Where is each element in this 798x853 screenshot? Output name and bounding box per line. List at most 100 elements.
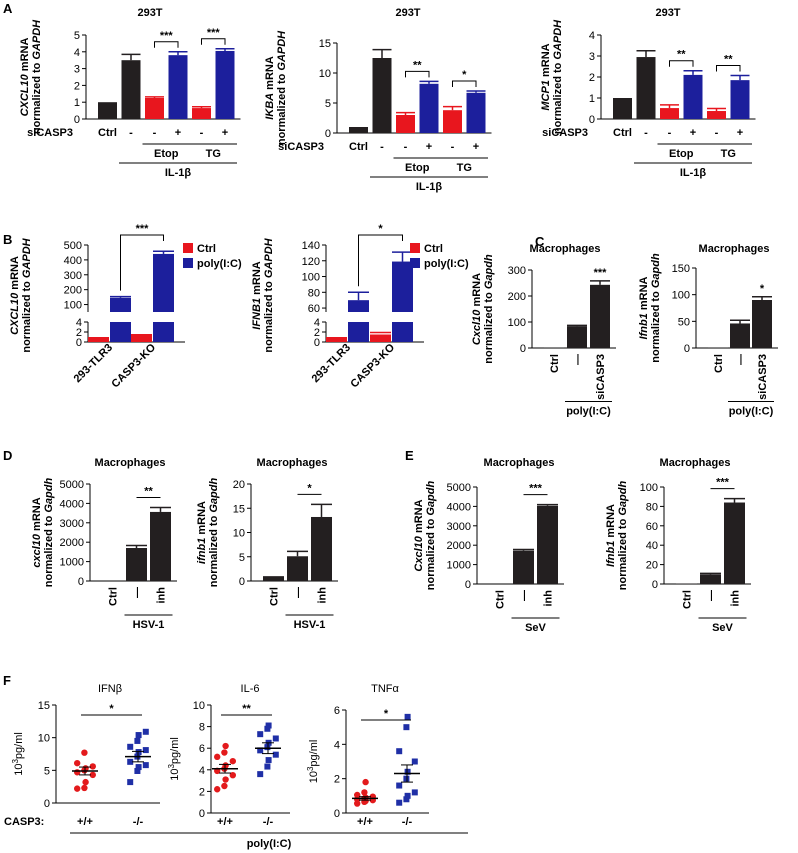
bar [349,127,368,133]
panel-e2: Macrophages 0 20 40 60 80 100 Ifnb1 mRNAnormali… [605,457,751,634]
data-point [257,771,264,778]
x-tick-label: — [132,587,144,598]
bar [168,55,188,119]
bar [311,516,332,581]
y-tick-label: 15 [38,700,50,712]
y-label-gene: MCP1 [540,80,552,111]
y-label-gene: cxcl10 [31,533,43,568]
y-label-rest: mRNA [9,256,21,293]
y-tick-label: 2 [589,72,595,84]
data-point [214,786,221,793]
row-mark: Ctrl [98,127,117,139]
treatment-label: IL-1β [416,181,443,193]
sig-label: * [109,703,114,715]
y-axis-label: Cxcl10 mRNAnormalized to Gapdh [413,481,437,591]
y-label-gene: Cxcl10 [413,535,425,571]
y-tick-label: 20 [646,560,658,572]
bar [707,111,726,119]
data-point [361,789,368,796]
y-label-line2: normalized to [650,288,662,363]
y-axis-label: 103pg/ml [306,740,320,784]
y-label-line2: normalized to [43,513,55,588]
y-axis-label: Cxcl10 mRNAnormalized to Gapdh [471,254,495,364]
bar [752,300,772,348]
data-point [396,748,403,755]
data-point [257,747,264,754]
y-tick-label: 60 [308,303,320,315]
row-label: siCASP3 [542,127,588,139]
y-label-sup: 3 [167,764,176,769]
sig-bracket [154,41,179,48]
bar-poly-lower [110,322,131,342]
panel-title: IFNβ [98,683,122,695]
x-tick-label: — [293,587,305,598]
y-tick-label: 3 [589,51,595,63]
data-point [404,768,411,775]
panel-letter: C [535,234,545,249]
row-mark: - [153,127,157,139]
y-label-line2: normalized to [263,278,275,353]
group-label: Etop [669,148,694,160]
row-mark: - [644,127,648,139]
data-point [403,724,410,731]
sig-label: ** [677,49,686,61]
row-mark: + [737,127,743,139]
y-label-gene: Ifnb1 [638,313,650,339]
data-point [222,742,229,750]
sig-bracket [669,60,694,67]
y-axis-label: IFNB1 mRNAnormalized to GAPDH [251,237,275,352]
sig-label: ** [144,485,153,497]
y-label-gene: Ifnb1 [605,541,617,567]
y-tick-label: 300 [508,265,526,277]
y-label-gene: CXCL10 [19,73,31,116]
data-point [362,778,369,786]
sig-label: *** [160,30,174,42]
y-label-line2: normalized to [208,513,220,588]
data-point [134,767,141,774]
y-tick-label: 4 [199,765,205,777]
y-tick-label: 100 [508,317,526,329]
panel-letter: A [3,1,13,16]
y-axis-label: 103pg/ml [11,732,25,776]
y-label-rest: mRNA [540,43,552,80]
genotype-label: -/- [402,816,413,828]
casp3-row-label: CASP3: [4,816,44,828]
legend-label: Ctrl [197,243,216,255]
y-tick-label: 10 [193,700,205,712]
y-label-line2: normalized to [276,71,288,146]
x-tick-label: Ctrl [682,590,694,609]
group-label: Etop [405,162,430,174]
sig-label: * [384,708,389,720]
y-label-norm: Gapdh [483,254,495,289]
data-point [404,713,411,720]
y-tick-label: 5 [325,98,331,110]
y-tick-label: 0 [325,128,331,140]
row-mark: - [129,127,133,139]
y-tick-label: 0 [520,343,526,355]
x-tick-label: Ctrl [549,354,561,373]
bar-ctrl [326,337,347,342]
bar [724,502,745,584]
y-label-line2: normalized to [31,60,43,135]
data-point [264,763,271,770]
data-point [411,789,418,796]
panel-title: Macrophages [660,457,731,469]
genotype-label: -/- [263,816,274,828]
y-tick-label: 1000 [447,560,471,572]
sig-label: ** [413,59,422,71]
y-tick-label: 1 [589,93,595,105]
y-tick-label: 3 [74,64,80,76]
data-point [403,796,410,803]
y-tick-label: 2 [314,327,320,339]
y-tick-label: 15 [233,503,245,515]
sig-label: *** [529,483,543,495]
data-point [396,799,403,806]
group-label: Etop [154,148,179,160]
data-point [81,784,88,792]
panel-f3: TNFα 0 2 4 6 103pg/ml +/+ -/- * [306,683,429,828]
group-label: TG [206,148,221,160]
panel-title: 293T [137,7,162,19]
